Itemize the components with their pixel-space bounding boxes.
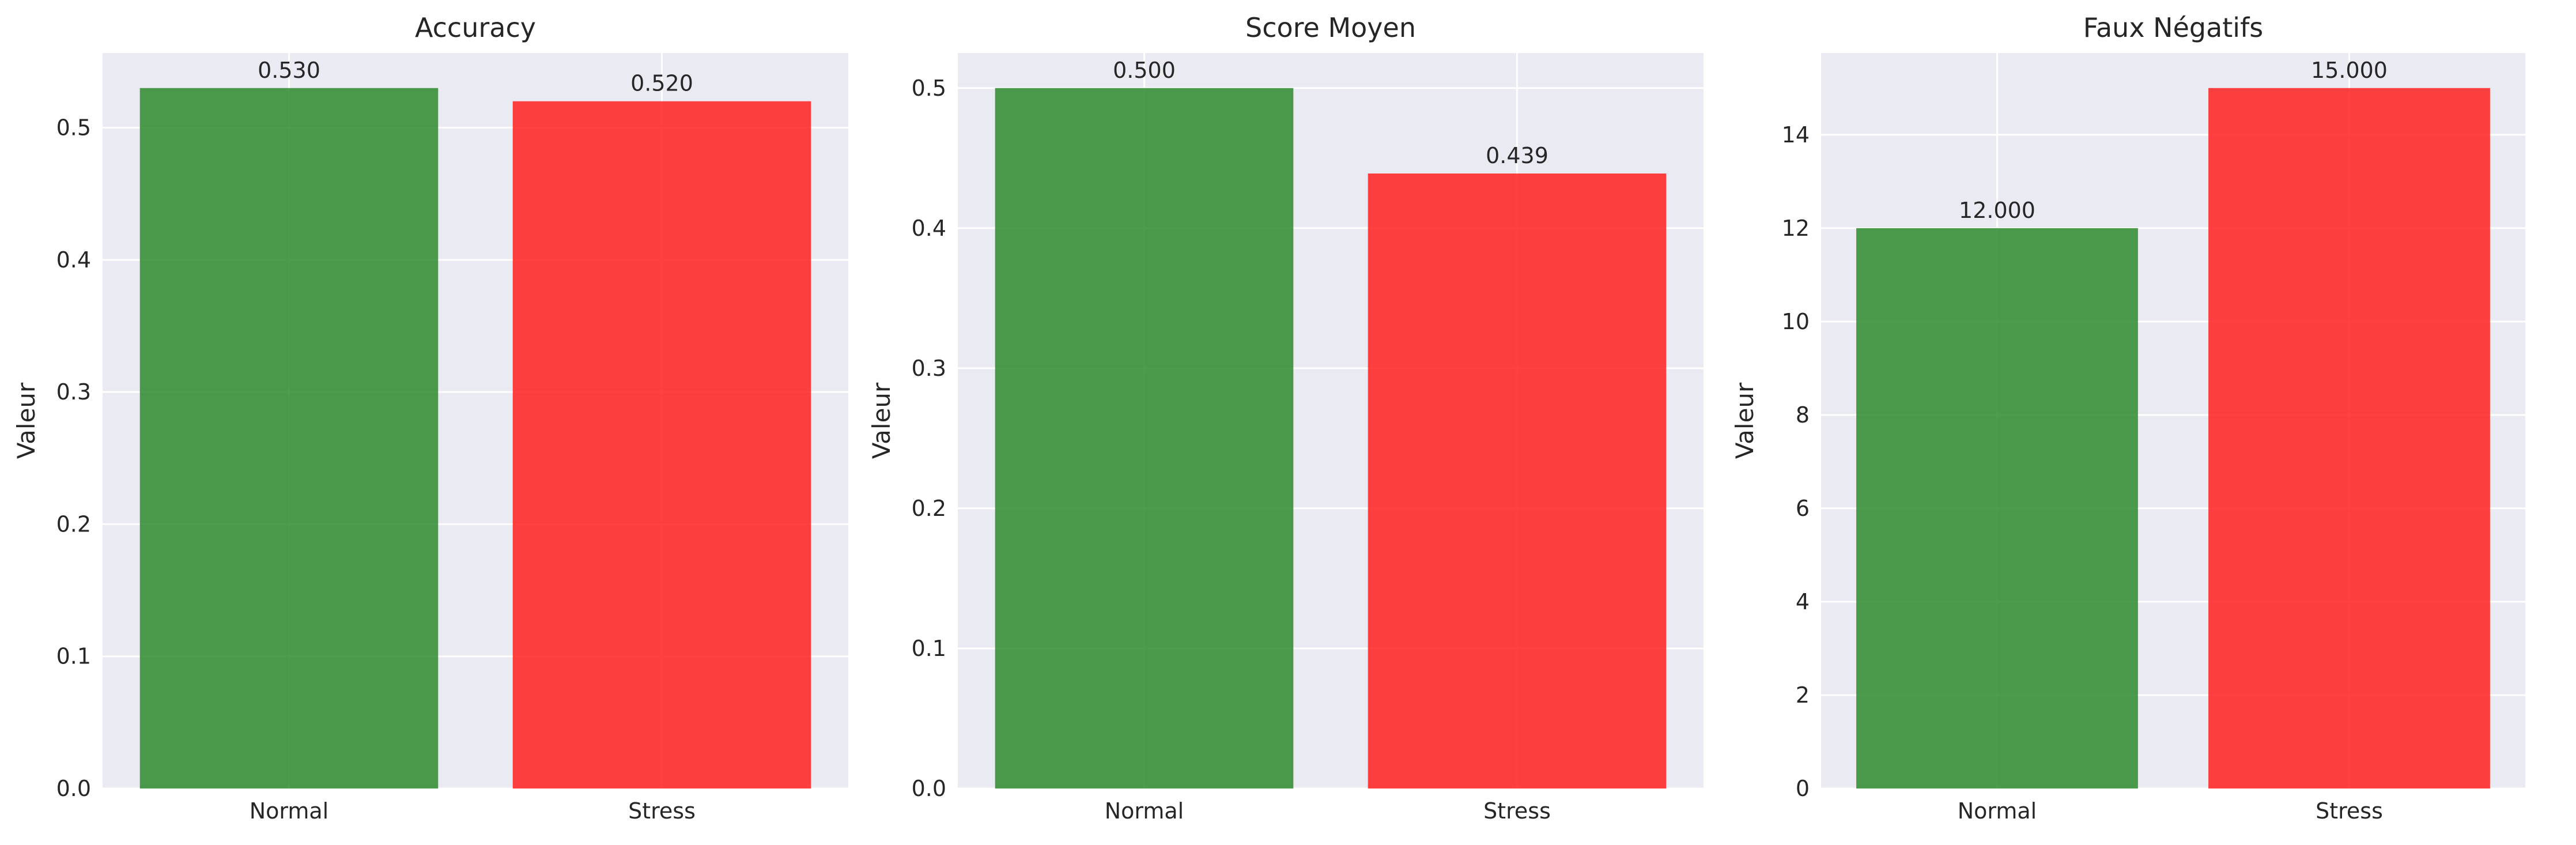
y-tick-label: 0.5	[56, 115, 91, 141]
bar-normal	[1856, 228, 2138, 789]
y-axis-label: Valeur	[867, 382, 896, 459]
y-tick-label: 0.4	[912, 216, 946, 241]
y-tick-label: 8	[1796, 402, 1810, 428]
chart-title: Accuracy	[415, 12, 536, 43]
bar-normal	[995, 88, 1294, 789]
y-tick-label: 0.3	[56, 379, 91, 405]
y-axis-label: Valeur	[1731, 382, 1759, 459]
bar-stress	[2208, 88, 2490, 789]
bar-value-label: 12.000	[1959, 198, 2035, 223]
x-tick-label: Stress	[1483, 798, 1551, 824]
bar-value-label: 15.000	[2311, 58, 2388, 83]
y-tick-label: 0.2	[56, 511, 91, 537]
y-tick-label: 0.1	[56, 644, 91, 669]
chart-panel-1: 0.0 0.1 0.2 0.3 0.4 0.5 0.530 Normal 0.520 Stress…	[12, 12, 848, 824]
x-tick-label: Stress	[2316, 798, 2383, 824]
y-tick-label: 0.0	[56, 776, 91, 801]
bar-value-label: 0.439	[1486, 143, 1548, 168]
x-tick-label: Stress	[628, 798, 696, 824]
bar-stress	[1368, 173, 1667, 789]
y-tick-label: 6	[1796, 496, 1810, 521]
y-tick-label: 0.0	[912, 776, 946, 801]
y-tick-label: 0.4	[56, 247, 91, 273]
bar-stress	[512, 101, 811, 789]
bar-value-label: 0.520	[630, 71, 693, 96]
chart-panel-3: 0 2 4 6 8 10 12 14 12.000 Normal 15.000 Stress Faux …	[1731, 12, 2525, 824]
bar-value-label: 0.530	[258, 58, 320, 83]
x-tick-label: Normal	[1105, 798, 1184, 824]
y-axis-label: Valeur	[12, 382, 40, 459]
y-tick-label: 12	[1782, 216, 1810, 241]
x-tick-label: Normal	[250, 798, 329, 824]
chart-panel-2: 0.0 0.1 0.2 0.3 0.4 0.5 0.500 Normal 0.439 Stress…	[867, 12, 1704, 824]
y-tick-label: 0	[1796, 776, 1810, 801]
chart-title: Score Moyen	[1245, 12, 1416, 43]
y-tick-label: 4	[1796, 589, 1810, 614]
y-tick-label: 0.1	[912, 636, 946, 661]
y-tick-label: 0.5	[912, 76, 946, 101]
chart-title: Faux Négatifs	[2083, 12, 2264, 43]
x-tick-label: Normal	[1958, 798, 2037, 824]
bar-value-label: 0.500	[1113, 58, 1176, 83]
y-tick-label: 0.2	[912, 496, 946, 521]
bar-normal	[139, 88, 439, 789]
y-tick-label: 0.3	[912, 356, 946, 381]
y-tick-label: 10	[1782, 309, 1810, 334]
y-tick-label: 2	[1796, 682, 1810, 708]
y-tick-label: 14	[1782, 122, 1810, 148]
